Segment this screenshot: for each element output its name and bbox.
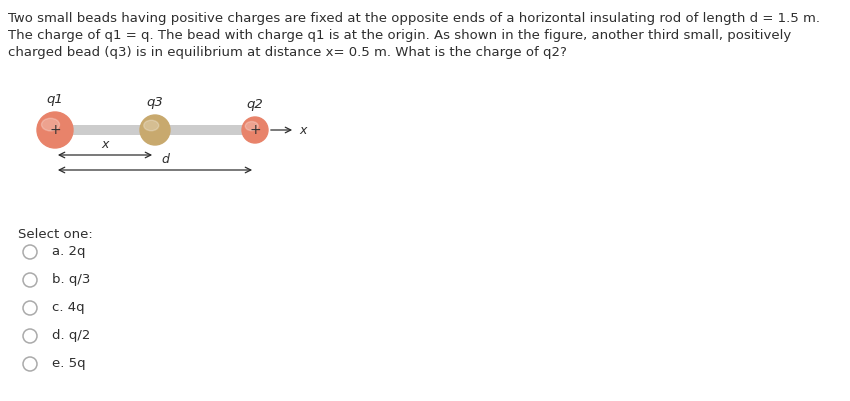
- Text: a. 2q: a. 2q: [52, 245, 86, 259]
- Text: e. 5q: e. 5q: [52, 358, 86, 371]
- Text: q2: q2: [246, 98, 264, 111]
- Text: d: d: [161, 153, 169, 166]
- Text: c. 4q: c. 4q: [52, 302, 85, 314]
- Ellipse shape: [37, 112, 73, 148]
- Text: charged bead (q3) is in equilibrium at distance x= 0.5 m. What is the charge of : charged bead (q3) is in equilibrium at d…: [8, 46, 567, 59]
- Text: d. q/2: d. q/2: [52, 330, 90, 342]
- Text: Two small beads having positive charges are fixed at the opposite ends of a hori: Two small beads having positive charges …: [8, 12, 820, 25]
- Ellipse shape: [242, 117, 268, 143]
- Ellipse shape: [42, 118, 60, 131]
- Text: q3: q3: [146, 96, 163, 109]
- Text: +: +: [249, 123, 261, 137]
- Text: x: x: [101, 138, 109, 151]
- Text: +: +: [49, 123, 61, 137]
- Text: q1: q1: [47, 93, 64, 106]
- Text: x: x: [299, 124, 306, 136]
- Text: The charge of q1 = q. The bead with charge q1 is at the origin. As shown in the : The charge of q1 = q. The bead with char…: [8, 29, 791, 42]
- Text: Select one:: Select one:: [18, 228, 93, 241]
- FancyBboxPatch shape: [54, 125, 256, 135]
- Text: b. q/3: b. q/3: [52, 273, 90, 286]
- Ellipse shape: [144, 120, 159, 131]
- Ellipse shape: [140, 115, 170, 145]
- Ellipse shape: [246, 122, 258, 131]
